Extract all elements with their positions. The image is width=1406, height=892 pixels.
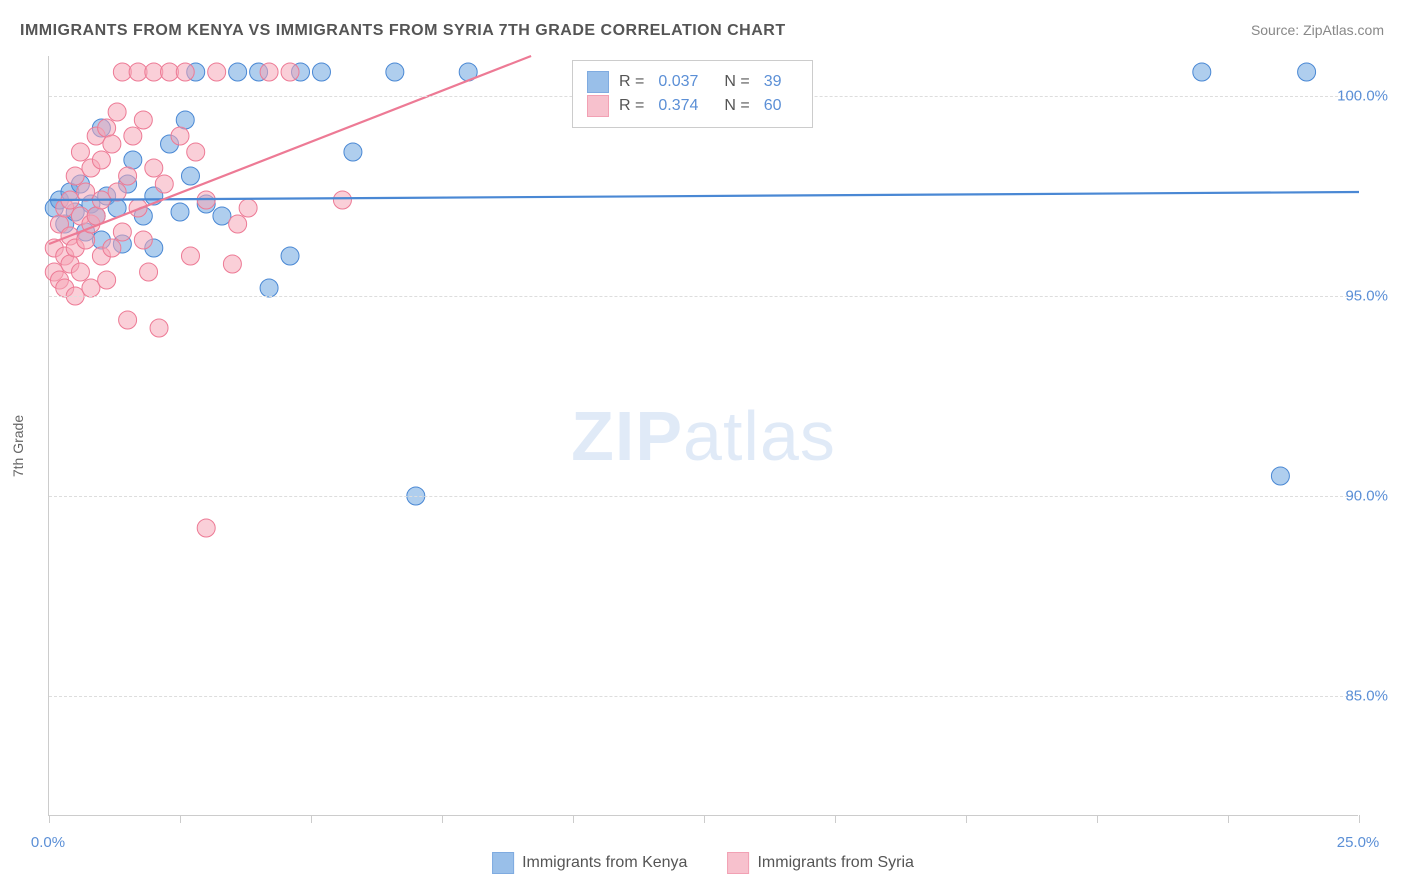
x-tick	[311, 815, 312, 823]
gridline-h	[49, 696, 1358, 697]
trend-line	[49, 192, 1359, 200]
scatter-point	[140, 263, 158, 281]
y-tick-label: 95.0%	[1345, 288, 1388, 305]
scatter-point	[171, 203, 189, 221]
scatter-point	[77, 183, 95, 201]
scatter-point	[281, 247, 299, 265]
scatter-point	[181, 167, 199, 185]
scatter-point	[229, 215, 247, 233]
scatter-point	[82, 279, 100, 297]
legend-swatch	[492, 852, 514, 874]
scatter-point	[108, 183, 126, 201]
scatter-point	[312, 63, 330, 81]
scatter-point	[213, 207, 231, 225]
scatter-point	[386, 63, 404, 81]
y-tick-label: 85.0%	[1345, 688, 1388, 705]
legend-series-label: Immigrants from Kenya	[522, 854, 687, 872]
scatter-point	[124, 127, 142, 145]
scatter-point	[124, 151, 142, 169]
x-tick	[704, 815, 705, 823]
scatter-point	[108, 103, 126, 121]
bottom-legend-item: Immigrants from Syria	[727, 852, 913, 874]
scatter-point	[1193, 63, 1211, 81]
legend-r-value: 0.374	[658, 97, 698, 115]
scatter-point	[171, 127, 189, 145]
scatter-point	[119, 167, 137, 185]
gridline-h	[49, 496, 1358, 497]
legend-swatch	[587, 95, 609, 117]
scatter-point	[71, 263, 89, 281]
legend-r-label: R =	[619, 73, 644, 91]
x-tick	[1359, 815, 1360, 823]
y-tick-label: 90.0%	[1345, 488, 1388, 505]
x-tick	[49, 815, 50, 823]
scatter-point	[1298, 63, 1316, 81]
x-tick-label: 25.0%	[1337, 834, 1380, 851]
x-tick	[442, 815, 443, 823]
scatter-point	[344, 143, 362, 161]
scatter-point	[145, 159, 163, 177]
scatter-point	[197, 519, 215, 537]
chart-svg	[49, 56, 1358, 815]
bottom-legend: Immigrants from Kenya Immigrants from Syr…	[492, 852, 914, 874]
scatter-point	[260, 63, 278, 81]
scatter-point	[129, 199, 147, 217]
scatter-point	[208, 63, 226, 81]
scatter-point	[103, 135, 121, 153]
legend-n-label: N =	[724, 97, 749, 115]
scatter-point	[103, 239, 121, 257]
legend-swatch	[587, 71, 609, 93]
scatter-point	[92, 151, 110, 169]
x-tick	[573, 815, 574, 823]
x-tick	[966, 815, 967, 823]
x-tick	[180, 815, 181, 823]
scatter-point	[181, 247, 199, 265]
x-tick	[1228, 815, 1229, 823]
scatter-point	[229, 63, 247, 81]
scatter-point	[119, 311, 137, 329]
scatter-point	[66, 167, 84, 185]
scatter-point	[281, 63, 299, 81]
stats-legend-row: R = 0.037 N = 39	[587, 71, 798, 93]
scatter-point	[98, 271, 116, 289]
bottom-legend-item: Immigrants from Kenya	[492, 852, 687, 874]
stats-legend-row: R = 0.374 N = 60	[587, 95, 798, 117]
chart-title: IMMIGRANTS FROM KENYA VS IMMIGRANTS FROM…	[20, 22, 786, 40]
x-tick	[835, 815, 836, 823]
legend-n-value: 39	[764, 73, 782, 91]
trend-line	[49, 56, 531, 244]
scatter-point	[71, 143, 89, 161]
scatter-point	[187, 143, 205, 161]
legend-r-label: R =	[619, 97, 644, 115]
scatter-point	[134, 111, 152, 129]
scatter-point	[176, 63, 194, 81]
chart-container: IMMIGRANTS FROM KENYA VS IMMIGRANTS FROM…	[0, 0, 1406, 892]
gridline-h	[49, 296, 1358, 297]
scatter-point	[1271, 467, 1289, 485]
scatter-point	[155, 175, 173, 193]
legend-n-label: N =	[724, 73, 749, 91]
y-tick-label: 100.0%	[1337, 88, 1388, 105]
scatter-point	[113, 223, 131, 241]
x-tick	[1097, 815, 1098, 823]
scatter-point	[134, 231, 152, 249]
scatter-point	[239, 199, 257, 217]
legend-n-value: 60	[764, 97, 782, 115]
scatter-point	[77, 231, 95, 249]
x-tick-label: 0.0%	[31, 834, 65, 851]
scatter-point	[223, 255, 241, 273]
y-axis-label: 7th Grade	[10, 415, 26, 477]
legend-r-value: 0.037	[658, 73, 698, 91]
plot-area: ZIPatlas	[48, 56, 1358, 816]
source-attribution: Source: ZipAtlas.com	[1251, 22, 1384, 38]
scatter-point	[260, 279, 278, 297]
scatter-point	[98, 119, 116, 137]
legend-swatch	[727, 852, 749, 874]
legend-series-label: Immigrants from Syria	[757, 854, 913, 872]
scatter-point	[176, 111, 194, 129]
stats-legend: R = 0.037 N = 39 R = 0.374 N = 60	[572, 60, 813, 128]
scatter-point	[150, 319, 168, 337]
scatter-point	[333, 191, 351, 209]
